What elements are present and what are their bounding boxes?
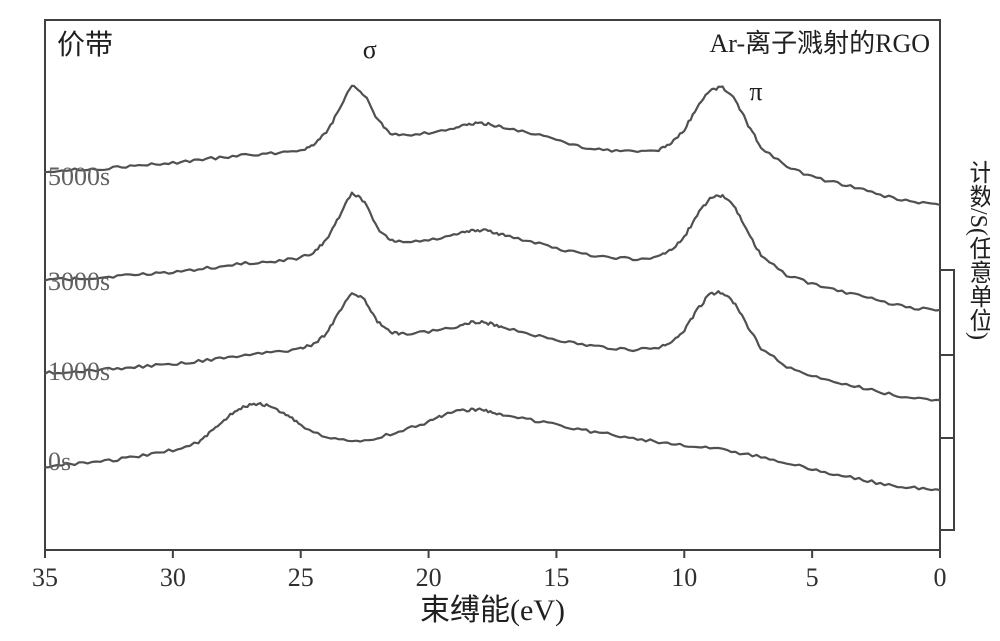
x-tick-label: 10 <box>671 563 697 592</box>
y-bracket <box>940 270 954 355</box>
x-tick-label: 30 <box>160 563 186 592</box>
series-label-0s: 0s <box>48 447 71 476</box>
x-tick-label: 35 <box>32 563 58 592</box>
chart-svg: 35 30 25 20 15 10 5 0 束缚能(eV) 计数/S(任意单位) 5000s 3000… <box>10 10 990 631</box>
series-label-5000s: 5000s <box>48 162 110 191</box>
y-axis-right-label: 计数/S(任意单位) <box>965 160 990 340</box>
x-tick-label: 0 <box>934 563 947 592</box>
x-tick-label: 25 <box>288 563 314 592</box>
series-label-3000s: 3000s <box>48 267 110 296</box>
peak-pi-label: π <box>749 77 762 106</box>
y-bracket <box>940 438 954 530</box>
series-label-1000s: 1000s <box>48 357 110 386</box>
x-axis-label: 束缚能(eV) <box>420 594 565 627</box>
plot-subtitle: Ar-离子溅射的RGO <box>710 29 930 58</box>
y-bracket <box>940 355 954 438</box>
peak-sigma-label: σ <box>363 35 377 64</box>
plot-title: 价带 <box>57 29 113 61</box>
x-tick-label: 5 <box>806 563 819 592</box>
x-tick-label: 20 <box>416 563 442 592</box>
plot-border <box>45 20 940 550</box>
spectra-chart: 35 30 25 20 15 10 5 0 束缚能(eV) 计数/S(任意单位) 5000s 3000… <box>10 10 990 631</box>
x-tick-label: 15 <box>543 563 569 592</box>
